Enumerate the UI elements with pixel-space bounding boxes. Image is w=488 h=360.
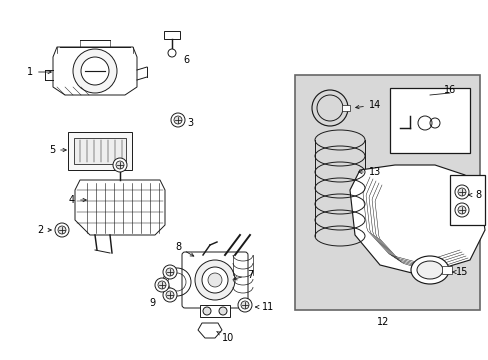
Bar: [68, 132, 132, 170]
Circle shape: [163, 265, 177, 279]
Circle shape: [165, 268, 174, 276]
Circle shape: [165, 291, 174, 299]
Circle shape: [219, 307, 226, 315]
Text: 11: 11: [255, 302, 274, 312]
Circle shape: [457, 188, 465, 196]
Text: 2: 2: [37, 225, 51, 235]
Circle shape: [241, 301, 248, 309]
Circle shape: [116, 161, 124, 169]
Text: 12: 12: [376, 317, 388, 327]
Bar: [341, 105, 349, 111]
Bar: [389, 88, 469, 153]
Bar: [74, 138, 126, 164]
Polygon shape: [75, 180, 164, 235]
Circle shape: [238, 298, 251, 312]
Circle shape: [158, 281, 165, 289]
Text: 16: 16: [443, 85, 455, 95]
Text: 15: 15: [452, 267, 467, 277]
Text: 8: 8: [468, 190, 480, 200]
Text: 10: 10: [216, 332, 234, 343]
Text: 8: 8: [175, 242, 193, 256]
Circle shape: [163, 288, 177, 302]
Circle shape: [55, 223, 69, 237]
Ellipse shape: [410, 256, 448, 284]
Text: 1: 1: [27, 67, 51, 77]
Circle shape: [195, 260, 235, 300]
Text: 7: 7: [233, 270, 253, 280]
Bar: [294, 75, 479, 310]
Circle shape: [168, 49, 176, 57]
Text: 14: 14: [355, 100, 380, 110]
Circle shape: [81, 57, 109, 85]
Circle shape: [454, 203, 468, 217]
Circle shape: [203, 307, 210, 315]
Polygon shape: [198, 323, 222, 338]
Bar: [441, 266, 451, 274]
Circle shape: [457, 206, 465, 214]
Text: 4: 4: [69, 195, 86, 205]
Ellipse shape: [416, 261, 442, 279]
Polygon shape: [53, 47, 137, 95]
Circle shape: [73, 49, 117, 93]
Text: 6: 6: [183, 55, 189, 65]
Bar: [449, 175, 484, 225]
Circle shape: [454, 185, 468, 199]
Circle shape: [113, 158, 127, 172]
Text: 13: 13: [358, 167, 380, 177]
Circle shape: [155, 278, 169, 292]
Circle shape: [202, 267, 227, 293]
Circle shape: [171, 113, 184, 127]
Circle shape: [174, 116, 182, 124]
Circle shape: [207, 273, 222, 287]
FancyBboxPatch shape: [182, 252, 247, 308]
Text: 5: 5: [49, 145, 66, 155]
Text: 3: 3: [186, 118, 193, 128]
Circle shape: [58, 226, 66, 234]
Polygon shape: [349, 165, 484, 275]
Bar: [200, 305, 229, 317]
Text: 9: 9: [149, 298, 155, 308]
Bar: [163, 31, 180, 39]
